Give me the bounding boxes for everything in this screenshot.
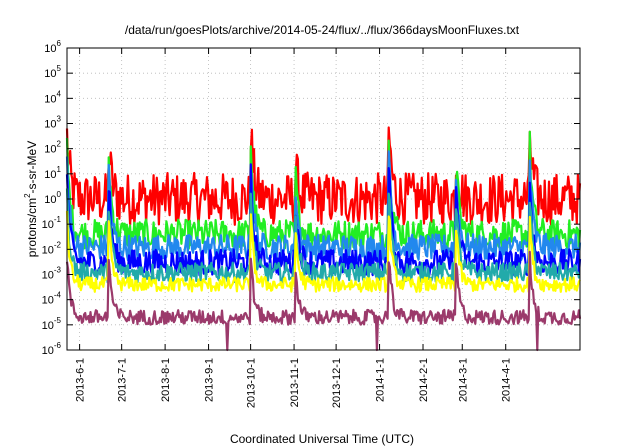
x-tick-label: 2013-7-1: [117, 358, 129, 402]
series-line-yellow: [65, 210, 581, 293]
x-tick-label: 2013-9-1: [204, 358, 216, 402]
y-tick-label: 10-3: [42, 266, 62, 282]
x-tick-label: 2013-10-1: [246, 358, 258, 408]
y-tick-label: 10-1: [42, 215, 62, 231]
y-tick-label: 101: [44, 165, 61, 181]
y-axis-label-pre: protons/cm: [25, 198, 39, 257]
y-tick-label: 106: [44, 39, 61, 55]
y-tick-label: 105: [44, 64, 61, 80]
x-tick-label: 2014-1-1: [375, 358, 387, 402]
x-tick-label: 2014-4-1: [501, 358, 513, 402]
y-tick-label: 10-2: [42, 240, 62, 256]
series-line-teal: [65, 188, 581, 284]
series-layer: [65, 126, 582, 352]
x-axis-ticks: 2013-6-1 2013-7-1 2013-8-1 2013-9-1 2013-10-…: [75, 48, 513, 408]
y-tick-label: 104: [44, 89, 61, 105]
series-line-purple: [65, 250, 582, 352]
y-axis-ticks: 10-6 10-5 10-4 10-3 10-2 10-1 100 101 102 103 104 1…: [42, 39, 580, 357]
y-tick-label: 100: [44, 190, 61, 206]
y-axis-label-sup: 2: [23, 193, 32, 198]
x-tick-label: 2013-12-1: [331, 358, 343, 408]
x-tick-label: 2013-8-1: [160, 358, 172, 402]
y-axis-label-post: -s-sr-MeV: [25, 141, 39, 194]
y-tick-label: 102: [44, 140, 61, 156]
y-tick-label: 10-5: [42, 316, 62, 332]
y-axis-label: protons/cm2-s-sr-MeV: [23, 141, 39, 257]
chart-title: /data/run/goesPlots/archive/2014-05-24/f…: [125, 23, 520, 37]
x-tick-label: 2014-3-1: [457, 358, 469, 402]
x-tick-label: 2014-2-1: [418, 358, 430, 402]
x-axis-label: Coordinated Universal Time (UTC): [230, 432, 414, 446]
y-tick-label: 103: [44, 115, 61, 131]
y-tick-label: 10-6: [42, 341, 62, 357]
series-line-red: [65, 126, 582, 226]
y-tick-label: 10-4: [42, 291, 62, 307]
x-tick-label: 2013-6-1: [75, 358, 87, 402]
x-tick-label: 2013-11-1: [289, 358, 301, 407]
